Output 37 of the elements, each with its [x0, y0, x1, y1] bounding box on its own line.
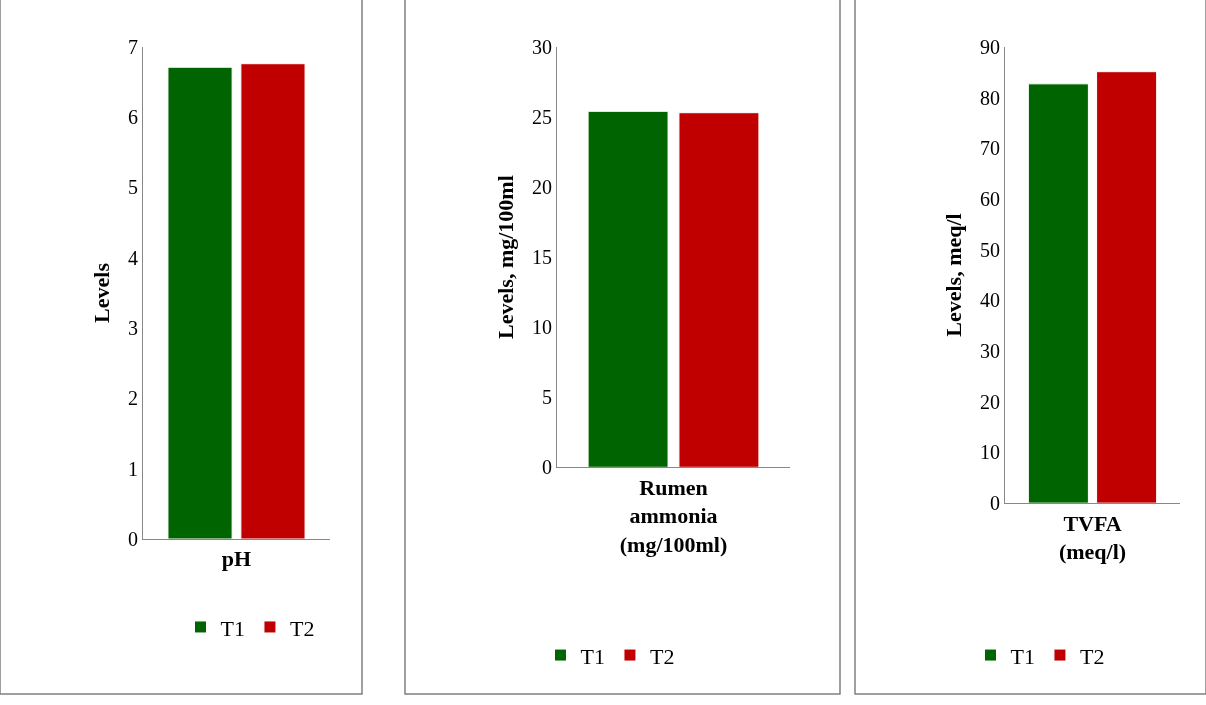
- y-tick-label: 5: [128, 176, 138, 199]
- y-tick-label: 60: [980, 187, 1000, 210]
- legend-label: T1: [580, 643, 605, 669]
- y-tick-label: 20: [980, 390, 1000, 413]
- y-tick-label: 0: [128, 528, 138, 550]
- y-tick-label: 90: [980, 35, 1000, 58]
- y-tick-label: 0: [542, 456, 552, 479]
- legend-label: T2: [1079, 643, 1105, 669]
- y-tick-label: 1: [128, 457, 138, 480]
- y-tick-label: 25: [532, 105, 552, 128]
- y-tick-label: 70: [980, 137, 1000, 160]
- y-tick-label: 40: [980, 289, 1000, 312]
- x-tick-label: pH: [221, 546, 252, 572]
- legend-label: T2: [289, 615, 315, 641]
- x-tick-label: Rumen ammonia (mg/100ml): [619, 474, 728, 557]
- y-tick-label: 7: [128, 35, 138, 58]
- legend-label: T1: [1010, 643, 1035, 669]
- y-tick-label: 6: [128, 106, 138, 129]
- y-tick-label: 50: [980, 238, 1000, 261]
- y-tick-label: 2: [128, 387, 138, 410]
- y-tick-label: 4: [128, 246, 138, 269]
- y-tick-label: 30: [980, 340, 1000, 363]
- legend-label: T2: [649, 643, 675, 669]
- y-tick-label: 20: [532, 176, 552, 198]
- legend-label: T1: [220, 615, 245, 641]
- y-tick-label: 15: [532, 246, 552, 269]
- y-tick-label: 5: [542, 386, 552, 409]
- y-tick-label: 3: [128, 317, 138, 340]
- y-axis-title: Levels: [88, 262, 114, 323]
- y-tick-label: 80: [980, 86, 1000, 109]
- y-tick-label: 10: [532, 316, 552, 339]
- y-tick-label: 0: [990, 492, 1000, 515]
- y-axis-title: Levels, meq/l: [940, 213, 966, 337]
- x-tick-label: TVFA (meq/l): [1058, 510, 1127, 565]
- y-tick-label: 30: [532, 35, 552, 58]
- y-tick-label: 10: [980, 441, 1000, 464]
- y-axis-title: Levels, mg/100ml: [492, 175, 518, 339]
